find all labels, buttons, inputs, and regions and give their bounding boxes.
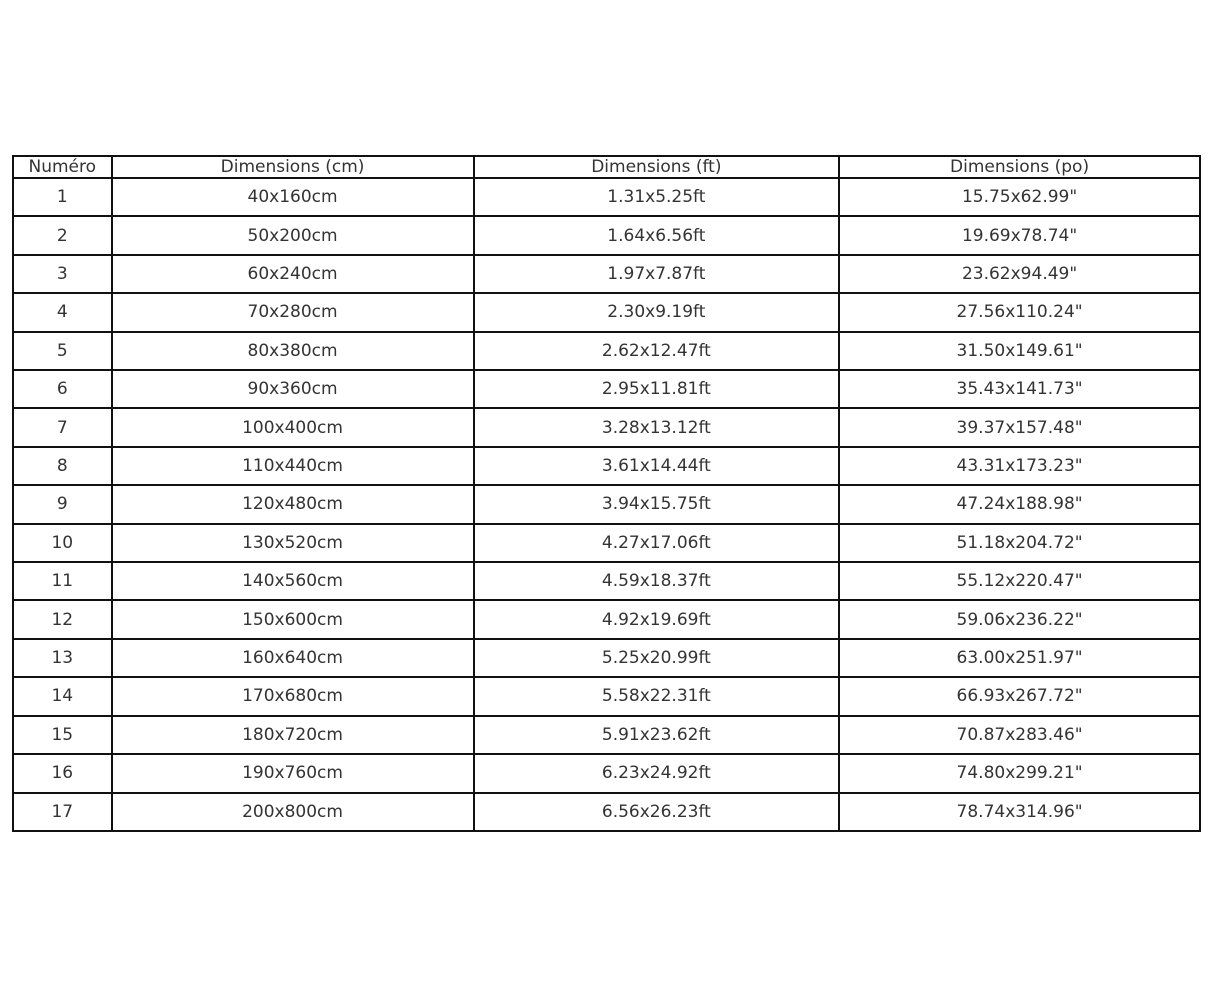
table-cell: 15.75x62.99" (838, 176, 1201, 218)
table-cell: 80x380cm (110, 330, 475, 372)
table-cell: 2.95x11.81ft (472, 369, 841, 410)
table-row: 16 190x760cm 6.23x24.92ft 74.80x299.21" (12, 753, 1201, 794)
table-cell: 150x600cm (110, 599, 475, 640)
table-row: 9 120x480cm 3.94x15.75ft 47.24x188.98" (12, 484, 1201, 525)
table-cell: 4.27x17.06ft (472, 522, 841, 564)
table-cell: 1 (12, 176, 113, 218)
table-cell: 70.87x283.46" (838, 714, 1201, 756)
table-row: 12 150x600cm 4.92x19.69ft 59.06x236.22" (12, 599, 1201, 640)
table-cell: 2.62x12.47ft (472, 330, 841, 372)
table-cell: 16 (12, 753, 113, 794)
table-cell: 3.94x15.75ft (472, 484, 841, 525)
table-cell: 9 (12, 484, 113, 525)
table-cell: 180x720cm (110, 714, 475, 756)
table-row: 14 170x680cm 5.58x22.31ft 66.93x267.72" (12, 676, 1201, 717)
table-row: 15 180x720cm 5.91x23.62ft 70.87x283.46" (12, 714, 1201, 756)
table-row: 5 80x380cm 2.62x12.47ft 31.50x149.61" (12, 330, 1201, 372)
table-cell: 47.24x188.98" (838, 484, 1201, 525)
table-cell: 110x440cm (110, 445, 475, 487)
table-row: 1 40x160cm 1.31x5.25ft 15.75x62.99" (12, 176, 1201, 218)
table-cell: 2 (12, 215, 113, 256)
table-cell: 90x360cm (110, 369, 475, 410)
table-cell: 4.59x18.37ft (472, 561, 841, 602)
dimensions-table-container: Numéro Dimensions (cm) Dimensions (ft) D… (12, 155, 1201, 832)
table-row: 11 140x560cm 4.59x18.37ft 55.12x220.47" (12, 561, 1201, 602)
table-cell: 170x680cm (110, 676, 475, 717)
table-cell: 19.69x78.74" (838, 215, 1201, 256)
dimensions-table: Numéro Dimensions (cm) Dimensions (ft) D… (12, 155, 1201, 832)
table-row: 17 200x800cm 6.56x26.23ft 78.74x314.96" (12, 791, 1201, 832)
table-cell: 5.25x20.99ft (472, 637, 841, 679)
table-cell: 5.91x23.62ft (472, 714, 841, 756)
table-cell: 50x200cm (110, 215, 475, 256)
column-header-dimensions-po: Dimensions (po) (838, 155, 1201, 179)
table-cell: 7 (12, 407, 113, 448)
column-header-numero: Numéro (12, 155, 113, 179)
table-cell: 35.43x141.73" (838, 369, 1201, 410)
table-cell: 31.50x149.61" (838, 330, 1201, 372)
table-cell: 17 (12, 791, 113, 832)
table-row: 8 110x440cm 3.61x14.44ft 43.31x173.23" (12, 445, 1201, 487)
table-cell: 10 (12, 522, 113, 564)
table-cell: 3.28x13.12ft (472, 407, 841, 448)
table-cell: 1.97x7.87ft (472, 253, 841, 295)
table-cell: 4.92x19.69ft (472, 599, 841, 640)
table-cell: 55.12x220.47" (838, 561, 1201, 602)
table-cell: 3 (12, 253, 113, 295)
table-cell: 200x800cm (110, 791, 475, 832)
column-header-dimensions-ft: Dimensions (ft) (472, 155, 841, 179)
table-cell: 13 (12, 637, 113, 679)
table-cell: 27.56x110.24" (838, 292, 1201, 333)
table-cell: 5.58x22.31ft (472, 676, 841, 717)
table-cell: 190x760cm (110, 753, 475, 794)
table-cell: 63.00x251.97" (838, 637, 1201, 679)
table-row: 3 60x240cm 1.97x7.87ft 23.62x94.49" (12, 253, 1201, 295)
table-cell: 12 (12, 599, 113, 640)
table-cell: 66.93x267.72" (838, 676, 1201, 717)
table-cell: 78.74x314.96" (838, 791, 1201, 832)
header-row: Numéro Dimensions (cm) Dimensions (ft) D… (12, 155, 1201, 179)
table-row: 7 100x400cm 3.28x13.12ft 39.37x157.48" (12, 407, 1201, 448)
table-cell: 14 (12, 676, 113, 717)
table-cell: 1.64x6.56ft (472, 215, 841, 256)
table-row: 4 70x280cm 2.30x9.19ft 27.56x110.24" (12, 292, 1201, 333)
table-cell: 1.31x5.25ft (472, 176, 841, 218)
table-cell: 6.23x24.92ft (472, 753, 841, 794)
table-cell: 140x560cm (110, 561, 475, 602)
table-row: 10 130x520cm 4.27x17.06ft 51.18x204.72" (12, 522, 1201, 564)
table-cell: 40x160cm (110, 176, 475, 218)
table-body: 1 40x160cm 1.31x5.25ft 15.75x62.99" 2 50x200c… (12, 176, 1201, 832)
table-cell: 43.31x173.23" (838, 445, 1201, 487)
table-cell: 4 (12, 292, 113, 333)
table-cell: 5 (12, 330, 113, 372)
table-cell: 100x400cm (110, 407, 475, 448)
table-row: 13 160x640cm 5.25x20.99ft 63.00x251.97" (12, 637, 1201, 679)
table-cell: 8 (12, 445, 113, 487)
table-cell: 6.56x26.23ft (472, 791, 841, 832)
table-row: 2 50x200cm 1.64x6.56ft 19.69x78.74" (12, 215, 1201, 256)
table-cell: 6 (12, 369, 113, 410)
table-cell: 74.80x299.21" (838, 753, 1201, 794)
table-cell: 120x480cm (110, 484, 475, 525)
table-cell: 11 (12, 561, 113, 602)
table-cell: 59.06x236.22" (838, 599, 1201, 640)
table-cell: 130x520cm (110, 522, 475, 564)
table-cell: 51.18x204.72" (838, 522, 1201, 564)
table-cell: 60x240cm (110, 253, 475, 295)
table-cell: 39.37x157.48" (838, 407, 1201, 448)
table-cell: 15 (12, 714, 113, 756)
table-row: 6 90x360cm 2.95x11.81ft 35.43x141.73" (12, 369, 1201, 410)
table-cell: 3.61x14.44ft (472, 445, 841, 487)
table-cell: 160x640cm (110, 637, 475, 679)
column-header-dimensions-cm: Dimensions (cm) (110, 155, 475, 179)
table-cell: 23.62x94.49" (838, 253, 1201, 295)
table-cell: 70x280cm (110, 292, 475, 333)
table-cell: 2.30x9.19ft (472, 292, 841, 333)
